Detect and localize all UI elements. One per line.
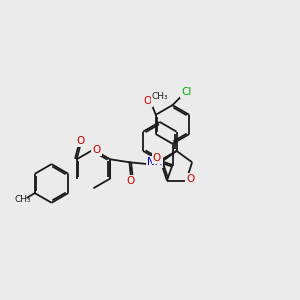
Text: O: O bbox=[187, 174, 195, 184]
Text: O: O bbox=[127, 176, 135, 186]
Text: O: O bbox=[76, 136, 85, 146]
Text: O: O bbox=[92, 145, 100, 154]
Text: O: O bbox=[153, 153, 161, 163]
Text: CH₃: CH₃ bbox=[15, 195, 31, 204]
Text: NH: NH bbox=[147, 157, 162, 167]
Text: Cl: Cl bbox=[182, 87, 192, 97]
Text: O: O bbox=[143, 96, 152, 106]
Text: CH₃: CH₃ bbox=[152, 92, 169, 101]
